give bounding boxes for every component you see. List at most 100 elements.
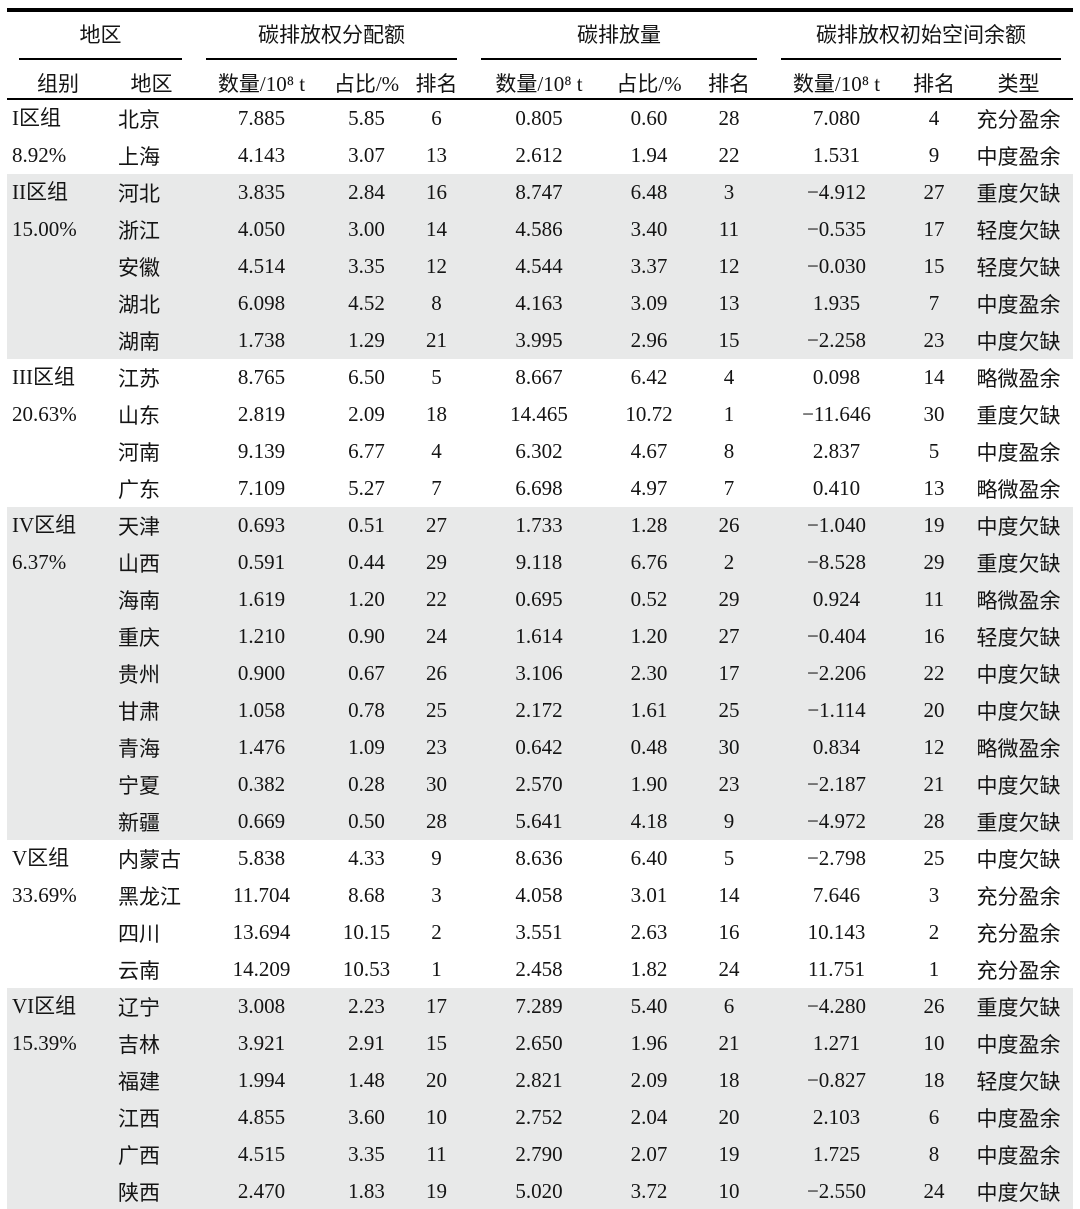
region-cell: 重庆 — [109, 618, 194, 655]
value-cell: 0.44 — [329, 544, 404, 581]
region-cell: 山西 — [109, 544, 194, 581]
type-cell: 轻度欠缺 — [964, 1062, 1073, 1099]
value-cell: 16 — [718, 920, 740, 944]
table-row: 河南 9.139 6.77 4 6.302 4.67 8 2.837 5 中度盈余 — [7, 433, 1073, 470]
group-share: 15.39% — [12, 1031, 77, 1055]
type-cell: 中度盈余 — [964, 285, 1073, 322]
type-cell: 重度欠缺 — [964, 544, 1073, 581]
region-cell: 天津 — [109, 507, 194, 544]
value-cell: 14 — [718, 883, 740, 907]
value-cell: 0.51 — [329, 507, 404, 544]
type-cell: 重度欠缺 — [964, 174, 1073, 211]
region-cell: 河南 — [118, 440, 160, 465]
value-cell: 1.48 — [329, 1062, 404, 1099]
table-row: 宁夏 0.382 0.28 30 2.570 1.90 23 −2.187 21 中度欠缺 — [7, 766, 1073, 803]
value-cell: 28 — [904, 803, 964, 840]
table-row: 广西 4.515 3.35 11 2.790 2.07 19 1.725 8 中度盈余 — [7, 1136, 1073, 1173]
region-cell: 吉林 — [109, 1025, 194, 1062]
value-cell: 1.738 — [194, 322, 329, 359]
group-name: I区组 — [12, 106, 61, 130]
spanner-balance: 碳排放权初始空间余额 — [769, 10, 1073, 60]
value-cell: 0.834 — [769, 729, 904, 766]
value-cell: 12 — [904, 729, 964, 766]
value-cell: 11.704 — [233, 883, 290, 907]
value-cell: 1.994 — [194, 1062, 329, 1099]
value-cell: 25 — [689, 692, 769, 729]
value-cell: 3.35 — [329, 1136, 404, 1173]
value-cell: 2 — [928, 920, 940, 944]
table-row: 安徽 4.514 3.35 12 4.544 3.37 12 −0.030 15 轻度欠缺 — [7, 248, 1073, 285]
value-cell: 3.921 — [194, 1025, 329, 1062]
group-cell: IV区组 6.37% — [7, 507, 109, 840]
col-header-bal-qty: 数量/10⁸ t — [769, 60, 904, 100]
value-cell: 4.163 — [469, 285, 609, 322]
value-cell: 3.07 — [348, 143, 385, 167]
value-cell: 18 — [426, 402, 447, 426]
value-cell: 2.07 — [609, 1136, 689, 1173]
value-cell: 16 — [404, 174, 469, 211]
col-header-alloc-rank: 排名 — [404, 60, 469, 100]
value-cell: 1 — [928, 957, 940, 981]
value-cell: 1.94 — [630, 143, 668, 167]
value-cell: 4.18 — [609, 803, 689, 840]
value-cell: −2.206 — [769, 655, 904, 692]
spanner-allocation-label: 碳排放权分配额 — [206, 12, 457, 60]
value-cell: 19 — [689, 1136, 769, 1173]
value-cell: 15 — [404, 1025, 469, 1062]
value-cell: 7 — [431, 476, 442, 500]
value-cell: 1.614 — [469, 618, 609, 655]
value-cell: 29 — [689, 581, 769, 618]
col-header-bal-rank: 排名 — [904, 60, 964, 100]
value-cell: 20 — [689, 1099, 769, 1136]
table-row: 江西 4.855 3.60 10 2.752 2.04 20 2.103 6 中度盈余 — [7, 1099, 1073, 1136]
value-cell: 0.695 — [469, 581, 609, 618]
value-cell: 5 — [723, 846, 735, 870]
region-cell: 黑龙江 — [118, 884, 181, 909]
type-cell: 中度盈余 — [976, 144, 1061, 169]
group-share: 20.63% — [12, 402, 77, 426]
group-name: V区组 — [12, 846, 70, 870]
spanner-region-label: 地区 — [19, 12, 182, 60]
value-cell: 2.819 — [237, 402, 286, 426]
value-cell: 5.27 — [348, 476, 385, 500]
type-cell: 中度欠缺 — [964, 692, 1073, 729]
value-cell: 4 — [431, 439, 442, 463]
value-cell: 1.20 — [609, 618, 689, 655]
value-cell: 1.733 — [469, 507, 609, 544]
value-cell: 21 — [689, 1025, 769, 1062]
type-cell: 略微盈余 — [964, 729, 1073, 766]
type-cell: 略微盈余 — [964, 581, 1073, 618]
value-cell: 4.514 — [194, 248, 329, 285]
type-cell: 中度欠缺 — [976, 847, 1061, 872]
region-cell: 北京 — [118, 107, 160, 132]
value-cell: 0.78 — [329, 692, 404, 729]
value-cell: 0.67 — [329, 655, 404, 692]
value-cell: 24 — [404, 618, 469, 655]
region-cell: 江苏 — [118, 366, 160, 391]
group-share: 8.92% — [12, 143, 67, 167]
value-cell: 17 — [404, 988, 469, 1025]
value-cell: 2.470 — [194, 1173, 329, 1209]
type-cell: 轻度欠缺 — [964, 211, 1073, 248]
col-header-type: 类型 — [964, 60, 1073, 100]
value-cell: 0.642 — [469, 729, 609, 766]
value-cell: 4.515 — [194, 1136, 329, 1173]
table-header: 地区 碳排放权分配额 碳排放量 碳排放权初始空间余额 组别 地区 数量/10⁸ … — [7, 10, 1073, 100]
type-cell: 重度欠缺 — [976, 403, 1061, 428]
value-cell: 5.020 — [469, 1173, 609, 1209]
value-cell: 20 — [904, 692, 964, 729]
value-cell: 8.636 — [515, 846, 563, 870]
value-cell: 30 — [689, 729, 769, 766]
value-cell: 2.23 — [329, 988, 404, 1025]
value-cell: 1.058 — [194, 692, 329, 729]
value-cell: 1 — [723, 402, 735, 426]
col-header-alloc-qty: 数量/10⁸ t — [194, 60, 329, 100]
value-cell: −2.798 — [806, 846, 867, 870]
value-cell: 2.458 — [515, 957, 563, 981]
value-cell: 26 — [904, 988, 964, 1025]
value-cell: 0.50 — [329, 803, 404, 840]
value-cell: 2.790 — [469, 1136, 609, 1173]
carbon-emission-table: 地区 碳排放权分配额 碳排放量 碳排放权初始空间余额 组别 地区 数量/10⁸ … — [7, 8, 1073, 1209]
value-cell: 3.008 — [194, 988, 329, 1025]
value-cell: 14.209 — [232, 957, 291, 981]
